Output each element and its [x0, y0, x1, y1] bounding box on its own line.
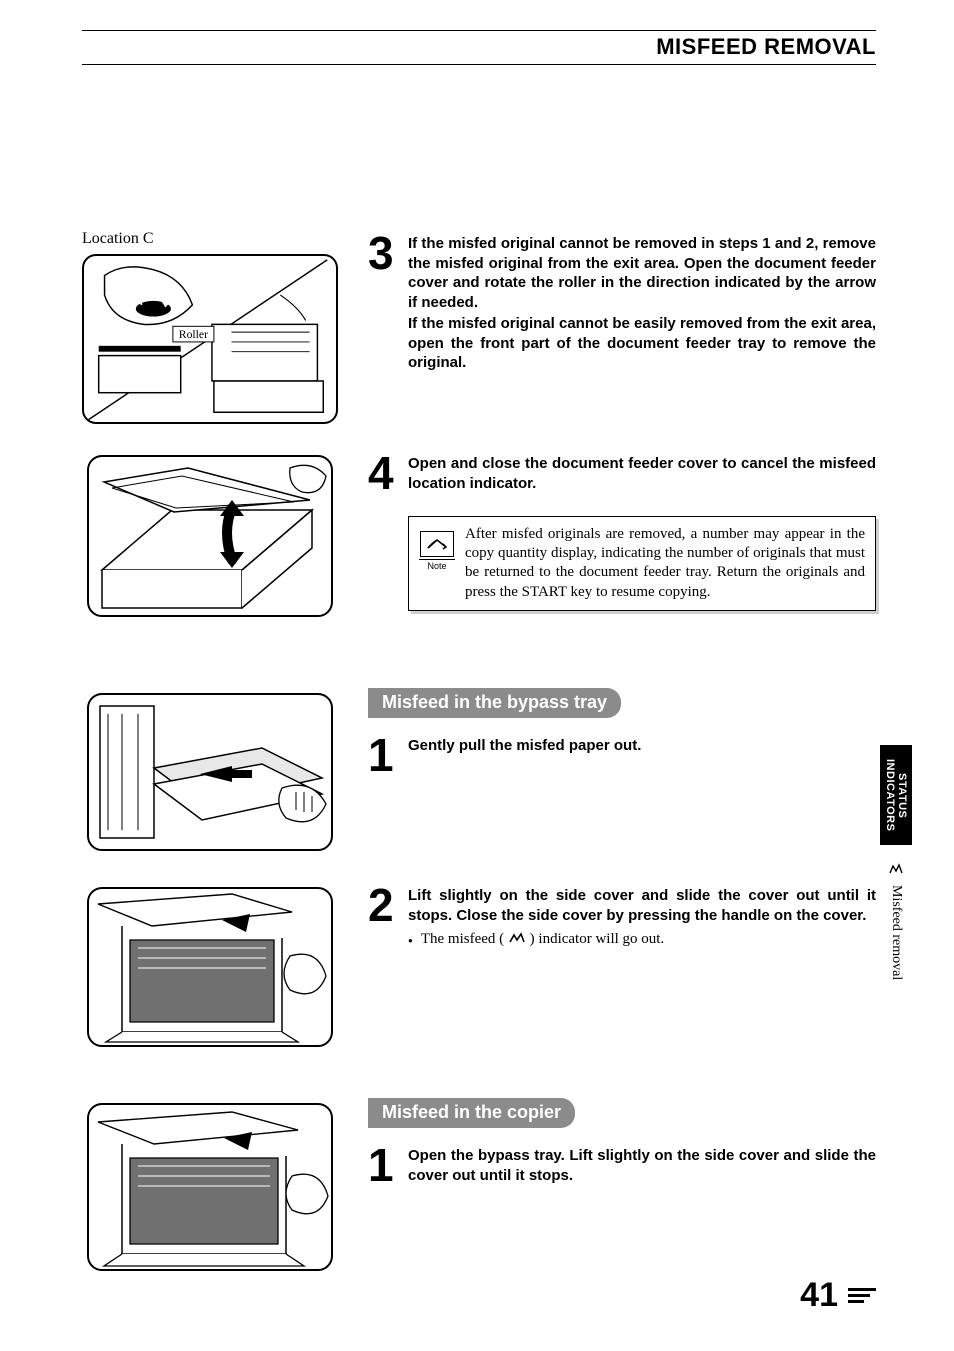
step-number-c1: 1 [368, 1142, 400, 1188]
note-label: Note [419, 559, 455, 571]
figure-step-4 [82, 450, 338, 622]
page-number-value: 41 [800, 1276, 838, 1315]
misfeed-icon [508, 932, 526, 944]
figure-location-c: Roller [82, 254, 338, 424]
step-b2-bullet-pre: The misfeed ( [421, 931, 504, 947]
note-icon [420, 531, 454, 557]
step-b2-bullet-post: ) indicator will go out. [530, 931, 665, 947]
page-header-title: MISFEED REMOVAL [82, 34, 876, 65]
figure-bypass-1 [82, 688, 338, 856]
side-tab-line2: INDICATORS [884, 759, 896, 831]
section-bypass-heading: Misfeed in the bypass tray [368, 688, 621, 718]
section-copier-heading: Misfeed in the copier [368, 1098, 575, 1128]
misfeed-small-icon [889, 863, 903, 879]
step-number-b2: 2 [368, 882, 400, 928]
note-text: After misfed originals are removed, a nu… [465, 525, 865, 602]
note-box: Note After misfed originals are removed,… [408, 516, 876, 611]
step-3-text-b: If the misfed original cannot be easily … [408, 314, 876, 373]
side-tab-caption: Misfeed removal [888, 885, 904, 980]
page-number: 41 [800, 1276, 876, 1315]
side-tab-black: STATUS INDICATORS [880, 745, 912, 845]
side-tab-text: Misfeed removal [888, 863, 904, 980]
step-number-3: 3 [368, 230, 400, 276]
step-3-text-a: If the misfed original cannot be removed… [408, 234, 876, 312]
figure-bypass-2 [82, 882, 338, 1052]
step-b1-text: Gently pull the misfed paper out. [408, 736, 641, 756]
step-b2-bullet: The misfeed ( ) indicator will go out. [408, 931, 876, 948]
figure-location-label: Location C [82, 230, 338, 248]
side-tab-line1: STATUS [896, 773, 908, 818]
page-number-decoration [848, 1288, 876, 1303]
step-b2-text: Lift slightly on the side cover and slid… [408, 886, 876, 925]
figure-copier-1 [82, 1098, 338, 1276]
step-c1-text: Open the bypass tray. Lift slightly on t… [408, 1146, 876, 1185]
step-number-b1: 1 [368, 732, 400, 778]
svg-text:Roller: Roller [179, 328, 208, 341]
step-4-text: Open and close the document feeder cover… [408, 454, 876, 493]
step-number-4: 4 [368, 450, 400, 496]
side-tab: STATUS INDICATORS Misfeed removal [880, 745, 912, 981]
